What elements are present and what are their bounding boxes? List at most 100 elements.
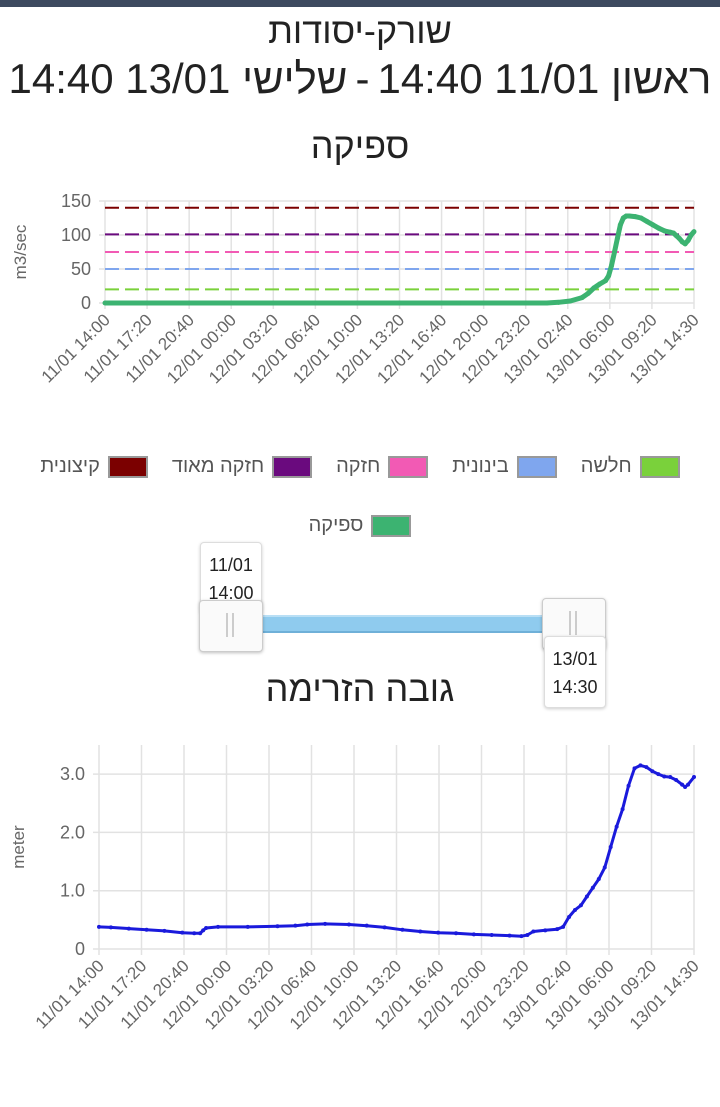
data-point <box>578 903 583 908</box>
y-tick-label: 1.0 <box>60 881 85 901</box>
start-handle[interactable] <box>199 600 263 652</box>
data-point <box>620 807 625 812</box>
data-point <box>617 222 623 228</box>
data-point <box>436 930 441 935</box>
legend-label: חלשה <box>580 455 632 477</box>
data-point <box>525 933 530 938</box>
data-point <box>632 766 637 771</box>
data-point <box>519 934 524 939</box>
data-point <box>632 214 638 220</box>
y-axis-label: m3/sec <box>11 224 30 279</box>
data-point <box>692 775 696 780</box>
data-point <box>674 777 679 782</box>
y-axis-label: meter <box>9 825 28 869</box>
data-point <box>418 929 423 934</box>
data-point <box>323 921 328 926</box>
data-point <box>626 213 632 219</box>
data-point <box>400 927 405 932</box>
grip-line <box>226 613 228 637</box>
data-point <box>691 229 697 235</box>
y-tick-label: 3.0 <box>60 764 85 784</box>
end-tooltip: 13/01 14:30 <box>544 636 606 708</box>
data-point <box>245 924 250 929</box>
data-point <box>544 300 550 306</box>
data-point <box>555 927 560 932</box>
data-point <box>626 783 631 788</box>
end-date: 13/01 <box>552 649 598 669</box>
data-point <box>338 300 344 306</box>
data-point <box>180 930 185 935</box>
legend-swatch <box>639 455 680 478</box>
data-point <box>454 931 458 936</box>
data-point <box>108 300 114 306</box>
range-end: שלישי 13/01 14:40 <box>8 55 348 102</box>
station-title: שורק-יסודות <box>268 10 452 51</box>
data-point <box>543 928 548 933</box>
data-point <box>638 763 643 768</box>
y-tick-label: 150 <box>61 191 91 211</box>
data-point <box>656 772 661 777</box>
data-point <box>682 241 688 247</box>
data-point <box>455 300 461 306</box>
data-point <box>685 237 691 243</box>
legend-item[interactable]: חזקה <box>336 455 429 478</box>
date-range: ראשון 11/01 14:40-שלישי 13/01 14:40 <box>0 55 720 103</box>
data-point <box>198 931 203 936</box>
y-tick-label: 2.0 <box>60 822 85 842</box>
data-point <box>662 228 668 234</box>
data-point <box>144 927 149 932</box>
legend-item[interactable]: קיצונית <box>40 455 148 478</box>
legend-swatch <box>107 455 148 478</box>
range-track[interactable] <box>230 615 572 633</box>
data-point <box>561 924 566 929</box>
data-point <box>609 263 615 269</box>
grip-line <box>569 611 571 635</box>
data-point <box>216 924 220 929</box>
flow-chart-title: ספיקה <box>310 125 410 166</box>
data-point <box>567 298 573 304</box>
start-date: 11/01 <box>209 555 253 575</box>
data-point <box>293 923 298 928</box>
data-point <box>662 774 667 779</box>
data-point <box>573 907 577 912</box>
legend-swatch <box>371 514 412 537</box>
y-tick-label: 100 <box>61 225 91 245</box>
grip-line <box>232 613 234 637</box>
legend-item[interactable]: בינונית <box>452 455 557 478</box>
data-point <box>638 215 644 221</box>
data-point <box>590 885 595 890</box>
data-point <box>686 782 691 787</box>
data-point <box>656 225 662 231</box>
legend-label: חזקה מאוד <box>171 455 265 477</box>
data-point <box>668 775 673 780</box>
y-tick-label: 0 <box>81 293 91 313</box>
data-point <box>489 933 494 938</box>
data-point <box>507 933 512 938</box>
data-point <box>305 922 310 927</box>
start-time: 14:00 <box>208 583 254 603</box>
data-point <box>192 931 197 936</box>
data-point <box>597 281 603 287</box>
data-point <box>585 290 591 296</box>
legend-item[interactable]: חזקה מאוד <box>171 455 313 478</box>
data-point <box>614 235 620 241</box>
legend-item[interactable]: חלשה <box>581 455 680 478</box>
data-point <box>579 295 585 301</box>
flow-legend: חלשה בינונית חזקה חזקה מאוד קיצונית ספיקה <box>0 455 720 537</box>
legend-swatch <box>388 455 429 478</box>
legend-label: בינונית <box>452 455 509 477</box>
data-point <box>650 222 656 228</box>
data-point <box>650 769 655 774</box>
data-point <box>676 235 682 241</box>
data-point <box>567 914 572 919</box>
data-point <box>596 877 601 882</box>
data-point <box>602 865 607 870</box>
data-point <box>606 273 612 279</box>
legend-label: ספיקה <box>308 514 364 536</box>
range-separator: - <box>355 55 370 102</box>
legend-item[interactable]: ספיקה <box>309 514 412 537</box>
y-tick-label: 0 <box>75 939 85 959</box>
end-time: 14:30 <box>552 677 598 697</box>
data-point <box>201 928 206 933</box>
